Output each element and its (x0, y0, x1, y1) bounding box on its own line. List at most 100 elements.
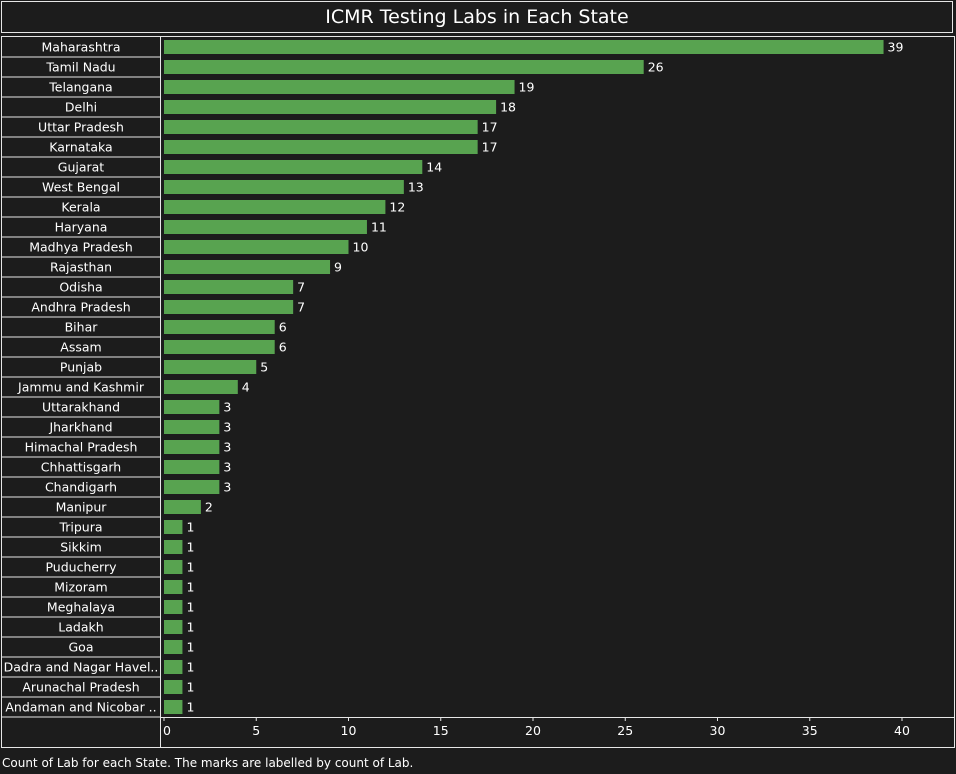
category-label: Dadra and Nagar Havel.. (4, 660, 159, 675)
bar (164, 480, 220, 494)
category-label: Bihar (65, 320, 99, 335)
x-tick-label: 15 (433, 723, 449, 738)
category-label: Puducherry (45, 560, 117, 575)
data-label: 9 (334, 260, 342, 275)
data-label: 1 (186, 600, 194, 615)
data-label: 14 (426, 160, 442, 175)
data-label: 3 (223, 400, 231, 415)
data-label: 1 (186, 520, 194, 535)
category-label: Tamil Nadu (45, 60, 115, 75)
bar (164, 600, 183, 614)
category-label: Jammu and Kashmir (17, 380, 145, 395)
category-label: Assam (60, 340, 101, 355)
x-tick-label: 30 (710, 723, 726, 738)
category-label: Kerala (61, 200, 100, 215)
category-label: Tripura (58, 520, 102, 535)
data-label: 5 (260, 360, 268, 375)
data-label: 12 (389, 200, 405, 215)
data-label: 4 (242, 380, 250, 395)
chart-caption: Count of Lab for each State. The marks a… (2, 756, 414, 770)
bar (164, 180, 404, 194)
x-tick-label: 35 (802, 723, 818, 738)
bar (164, 240, 349, 254)
data-label: 1 (186, 580, 194, 595)
bar (164, 160, 423, 174)
category-label: Manipur (56, 500, 108, 515)
data-label: 1 (186, 620, 194, 635)
bar (164, 540, 183, 554)
bar (164, 360, 257, 374)
bar (164, 620, 183, 634)
data-label: 39 (888, 40, 904, 55)
bar (164, 60, 644, 74)
category-label: Andaman and Nicobar .. (5, 700, 156, 715)
bar (164, 440, 220, 454)
data-label: 1 (186, 700, 194, 715)
data-label: 6 (279, 320, 287, 335)
chart-title: ICMR Testing Labs in Each State (325, 6, 629, 28)
bar (164, 560, 183, 574)
category-label: Uttarakhand (42, 400, 120, 415)
x-tick-label: 0 (163, 723, 171, 738)
category-label: Jharkhand (48, 420, 112, 435)
x-tick-label: 40 (894, 723, 910, 738)
category-label: Sikkim (60, 540, 102, 555)
data-label: 6 (279, 340, 287, 355)
data-label: 2 (205, 500, 213, 515)
bar (164, 100, 497, 114)
category-label: Meghalaya (47, 600, 115, 615)
data-label: 1 (186, 540, 194, 555)
bar (164, 260, 331, 274)
bar (164, 220, 367, 234)
category-label: Chhattisgarh (41, 460, 121, 475)
data-label: 26 (648, 60, 664, 75)
data-label: 3 (223, 420, 231, 435)
data-label: 1 (186, 560, 194, 575)
data-label: 13 (408, 180, 424, 195)
category-label: Maharashtra (42, 40, 121, 55)
data-label: 1 (186, 680, 194, 695)
category-label: Rajasthan (50, 260, 112, 275)
bar (164, 200, 386, 214)
bar (164, 340, 275, 354)
data-label: 10 (353, 240, 369, 255)
data-label: 17 (482, 140, 498, 155)
bar (164, 500, 201, 514)
chart-frame: Maharashtra 39 Tamil Nadu 26 Telangana 19 Delh… (1, 36, 955, 748)
bar (164, 640, 183, 654)
data-label: 18 (500, 100, 516, 115)
category-label: Uttar Pradesh (38, 120, 124, 135)
data-label: 7 (297, 280, 305, 295)
bar (164, 40, 884, 54)
category-label: Arunachal Pradesh (22, 680, 139, 695)
data-label: 3 (223, 460, 231, 475)
category-label: Odisha (59, 280, 102, 295)
bar (164, 680, 183, 694)
data-label: 17 (482, 120, 498, 135)
x-tick-label: 25 (617, 723, 633, 738)
bar (164, 280, 294, 294)
data-label: 7 (297, 300, 305, 315)
bar (164, 300, 294, 314)
category-label: Goa (69, 640, 94, 655)
bar (164, 400, 220, 414)
x-tick-label: 10 (341, 723, 357, 738)
category-label: Madhya Pradesh (29, 240, 133, 255)
category-label: Punjab (60, 360, 102, 375)
category-label: Telangana (48, 80, 112, 95)
bar (164, 700, 183, 714)
category-label: West Bengal (42, 180, 120, 195)
data-label: 1 (186, 640, 194, 655)
category-label: Chandigarh (45, 480, 117, 495)
bar (164, 80, 515, 94)
category-label: Haryana (55, 220, 108, 235)
data-label: 3 (223, 480, 231, 495)
x-tick-label: 5 (252, 723, 260, 738)
bar (164, 140, 478, 154)
bar (164, 320, 275, 334)
x-tick-label: 20 (525, 723, 541, 738)
bar (164, 120, 478, 134)
category-label: Ladakh (58, 620, 103, 635)
bar (164, 460, 220, 474)
